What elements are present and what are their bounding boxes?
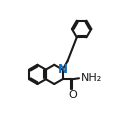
Text: O: O [68, 90, 77, 100]
Text: N: N [58, 63, 68, 76]
Text: NH₂: NH₂ [81, 73, 102, 83]
